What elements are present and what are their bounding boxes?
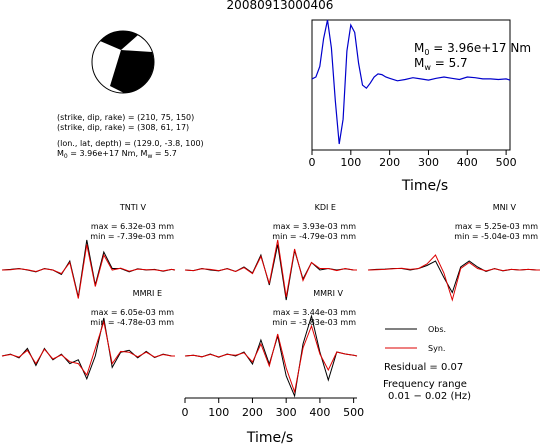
station-label: TNTI V (119, 203, 147, 212)
station-label: MMRI E (133, 289, 162, 298)
stf-x-axis-label: Time/s (401, 178, 448, 194)
waveform-x-tick-label: 300 (276, 406, 297, 419)
stf-x-tick-label: 100 (340, 156, 361, 169)
moment-summary: M0 = 3.96e+17 Nm, Mw = 5.7 (57, 149, 177, 160)
station-label: MMRI V (313, 289, 343, 298)
min-amplitude-label: min = -4.79e-03 mm (272, 232, 356, 241)
legend-obs-label: Obs. (428, 325, 446, 334)
synthetic-trace (184, 324, 358, 394)
stf-series-line (311, 19, 511, 145)
min-amplitude-label: min = -3.83e-03 mm (272, 318, 356, 327)
min-amplitude-label: min = -4.78e-03 mm (90, 318, 174, 327)
waveform-panel-mmri-v: MMRI V max = 3.44e-03 mm min = -3.83e-03… (272, 289, 356, 327)
waveform-panel-mmri-e: MMRI E max = 6.05e-03 mm min = -4.78e-03… (90, 289, 174, 327)
frequency-range-label: Frequency range (383, 379, 467, 390)
max-amplitude-label: max = 6.32e-03 mm (91, 222, 174, 231)
min-amplitude-label: min = -5.04e-03 mm (454, 232, 538, 241)
stf-x-tick-label: 400 (457, 156, 478, 169)
synthetic-trace (367, 254, 540, 302)
beachball-compression-quadrant-bottom (110, 50, 154, 93)
legend: Obs. Syn. Residual = 0.07 Frequency rang… (383, 325, 471, 402)
waveform-panels: TNTI V max = 6.32e-03 mm min = -7.39e-03… (1, 203, 540, 398)
stf-magnitude-label: Mw = 5.7 (414, 56, 468, 72)
nodal-plane-1: (strike, dip, rake) = (210, 75, 150) (57, 113, 194, 122)
source-time-function-plot: M0 = 3.96e+17 Nm Mw = 5.7 0 100 200 300 400 5… (309, 19, 531, 194)
waveform-traces (1, 239, 540, 398)
synthetic-trace (1, 244, 176, 299)
stf-plot-frame (311, 19, 511, 151)
waveform-panel-kdi-e: KDI E max = 3.93e-03 mm min = -4.79e-03 … (272, 203, 356, 241)
stf-x-tick-label: 500 (496, 156, 517, 169)
waveform-panel-tnti-v: TNTI V max = 6.32e-03 mm min = -7.39e-03… (90, 203, 174, 241)
legend-syn-label: Syn. (428, 344, 445, 353)
observed-trace (184, 314, 358, 398)
synthetic-trace (184, 239, 357, 298)
max-amplitude-label: max = 3.93e-03 mm (273, 222, 356, 231)
max-amplitude-label: max = 6.05e-03 mm (91, 308, 174, 317)
focal-mechanism-beachball (91, 30, 155, 94)
waveform-x-tick-label: 200 (242, 406, 263, 419)
waveform-x-tick-label: 0 (182, 406, 189, 419)
waveform-x-axis-label: Time/s (246, 430, 293, 445)
frequency-range-value: 0.01 − 0.02 (Hz) (388, 391, 471, 402)
waveform-x-tick-label: 400 (309, 406, 330, 419)
synthetic-trace (1, 319, 175, 377)
observed-trace (367, 260, 540, 294)
nodal-plane-2: (strike, dip, rake) = (308, 61, 17) (57, 123, 189, 132)
stf-x-tick-label: 300 (418, 156, 439, 169)
stf-x-axis: 0 100 200 300 400 500 (309, 150, 517, 169)
waveform-x-tick-label: 100 (208, 406, 229, 419)
waveform-panel-mni-v: MNI V max = 5.25e-03 mm min = -5.04e-03 … (454, 203, 538, 241)
max-amplitude-label: max = 3.44e-03 mm (273, 308, 356, 317)
residual-label: Residual = 0.07 (384, 362, 463, 373)
stf-x-tick-label: 0 (309, 156, 316, 169)
stf-x-tick-label: 200 (379, 156, 400, 169)
beachball-compression-quadrant-top (100, 31, 138, 50)
min-amplitude-label: min = -7.39e-03 mm (90, 232, 174, 241)
stf-moment-label: M0 = 3.96e+17 Nm (414, 41, 531, 57)
hypocenter-location: (lon., lat, depth) = (129.0, -3.8, 100) (57, 139, 204, 148)
waveform-x-axis: 0 100 200 300 400 500 (182, 397, 364, 419)
figure-title: 20080913000406 (227, 0, 334, 12)
station-label: KDI E (315, 203, 336, 212)
max-amplitude-label: max = 5.25e-03 mm (455, 222, 538, 231)
waveform-x-tick-label: 500 (343, 406, 364, 419)
station-label: MNI V (493, 203, 517, 212)
